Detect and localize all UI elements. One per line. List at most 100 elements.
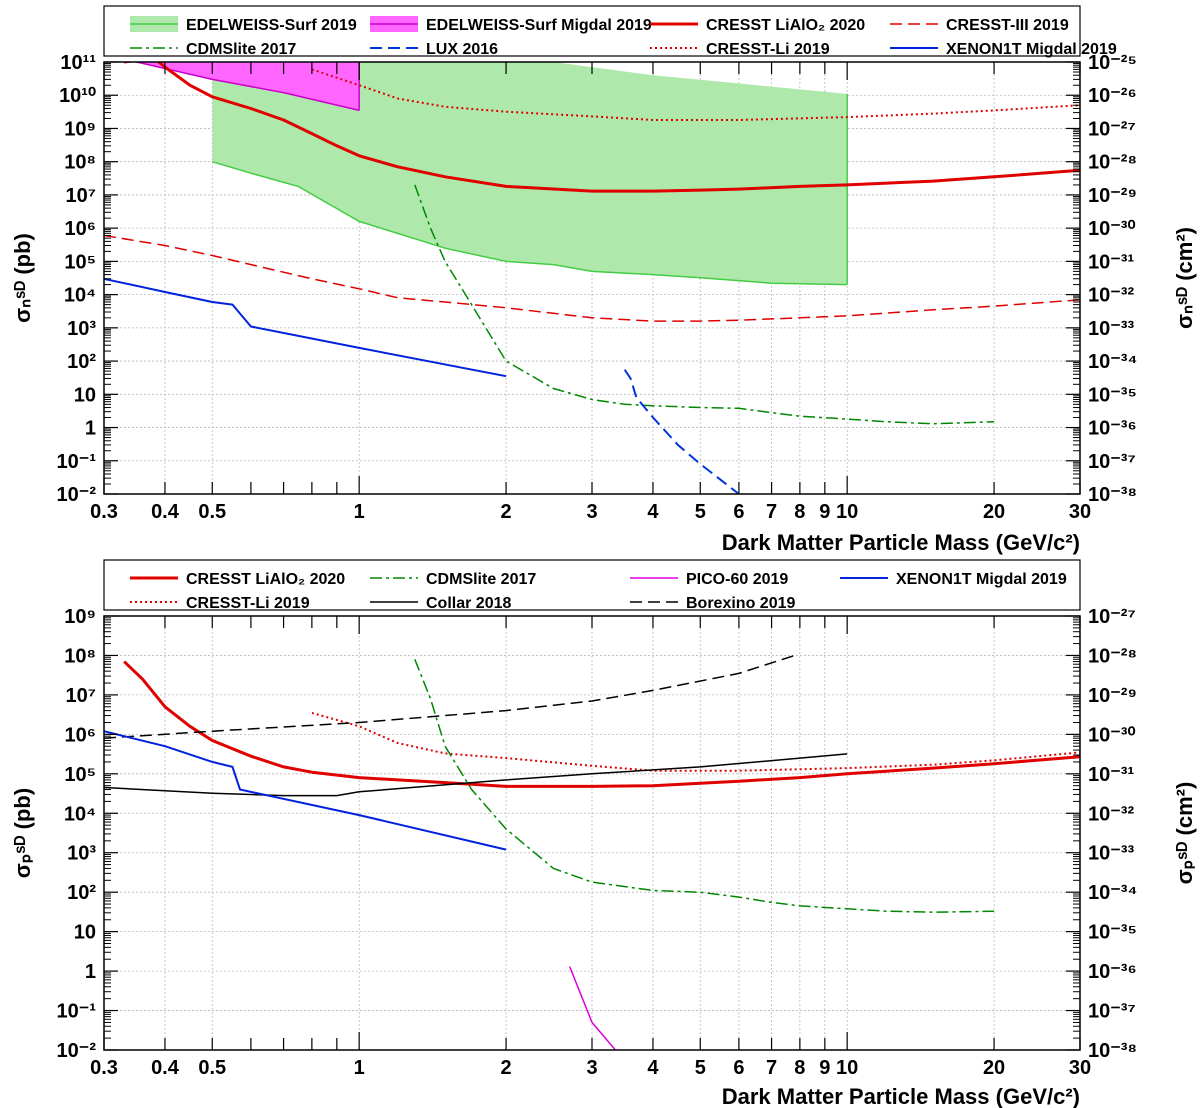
y-tick-label-right: 10⁻³² xyxy=(1088,803,1134,825)
x-axis-ticks xyxy=(103,62,1081,494)
y-axis-label-left: σₚˢᴰ (pb) xyxy=(10,788,35,878)
series-line-3 xyxy=(311,68,1080,121)
x-tick-label: 6 xyxy=(733,1057,744,1079)
legend-label: CRESST LiAlO₂ 2020 xyxy=(706,17,865,34)
x-tick-label: 5 xyxy=(695,501,706,523)
x-tick-label: 0.3 xyxy=(90,1057,118,1079)
y-tick-label-right: 10⁻³⁰ xyxy=(1088,218,1135,240)
gridlines xyxy=(103,615,1081,1051)
legend: EDELWEISS-Surf 2019 EDELWEISS-Surf Migdal… xyxy=(103,5,1117,58)
y-tick-label-left: 10⁷ xyxy=(66,685,97,707)
series-line-4 xyxy=(569,966,616,1050)
x-tick-label: 1 xyxy=(354,1057,365,1079)
x-axis-label: Dark Matter Particle Mass (GeV/c²) xyxy=(722,530,1080,555)
y-tick-label-right: 10⁻³³ xyxy=(1088,318,1134,340)
x-tick-label: 0.3 xyxy=(90,501,118,523)
x-tick-label: 0.5 xyxy=(198,1057,226,1079)
y-tick-label-left: 10⁴ xyxy=(64,803,96,825)
legend-entry: CDMSlite 2017 xyxy=(370,571,536,588)
x-tick-label: 6 xyxy=(733,501,744,523)
chart-panel-2: 10⁻² 10⁻¹ 1 10 10² 10³ 10⁴ 10⁵ 10⁶ 10⁷ 10⁸ 10⁹ 10⁻³⁸… xyxy=(10,559,1197,1108)
legend-entry: CRESST LiAlO₂ 2020 xyxy=(130,571,345,588)
y-tick-label-left: 10⁻¹ xyxy=(57,451,97,473)
x-tick-label: 1 xyxy=(354,501,365,523)
y-tick-label-right: 10⁻³⁶ xyxy=(1088,961,1137,983)
series-line-6 xyxy=(104,277,507,378)
legend-label: CRESST-Li 2019 xyxy=(186,595,310,612)
y-tick-label-left: 10⁶ xyxy=(65,218,96,240)
legend-entry: PICO-60 2019 xyxy=(630,571,788,588)
x-tick-label: 8 xyxy=(794,1057,805,1079)
x-tick-label: 20 xyxy=(983,501,1005,523)
x-tick-label: 9 xyxy=(819,501,830,523)
series-line-6 xyxy=(104,654,795,739)
legend-label: CRESST LiAlO₂ 2020 xyxy=(186,571,345,588)
x-tick-label: 3 xyxy=(586,501,597,523)
legend-label: Borexino 2019 xyxy=(686,595,795,612)
y-tick-label-left: 10⁵ xyxy=(64,251,96,273)
y-tick-label-left: 10⁻² xyxy=(57,1040,97,1062)
y-tick-label-right: 10⁻³⁵ xyxy=(1088,922,1137,944)
y-axis-ticks xyxy=(104,61,1080,495)
band-1 xyxy=(212,62,848,285)
series-line-3 xyxy=(414,659,995,913)
data-layer xyxy=(104,654,1080,1050)
y-tick-label-right: 10⁻²⁹ xyxy=(1088,185,1137,207)
y-axis-label-right: σₚˢᴰ (cm²) xyxy=(1172,782,1197,885)
legend-label: CDMSlite 2017 xyxy=(186,41,296,58)
y-tick-label-right: 10⁻³⁴ xyxy=(1088,882,1137,904)
legend-entry: Collar 2018 xyxy=(370,595,511,612)
legend-label: CRESST-III 2019 xyxy=(946,17,1069,34)
x-tick-label: 10 xyxy=(836,501,858,523)
x-axis-ticks xyxy=(103,616,1081,1050)
legend-entry: CDMSlite 2017 xyxy=(130,41,296,58)
y-tick-label-left: 10⁸ xyxy=(64,152,96,174)
legend-label: XENON1T Migdal 2019 xyxy=(896,571,1067,588)
series-line-4 xyxy=(414,184,995,425)
y-tick-label-left: 10 xyxy=(74,922,96,944)
x-tick-label: 10 xyxy=(836,1057,858,1079)
y-tick-label-right: 10⁻³⁴ xyxy=(1088,351,1137,373)
legend-label: LUX 2016 xyxy=(426,41,498,58)
x-tick-label: 5 xyxy=(695,1057,706,1079)
y-axis-ticks xyxy=(104,615,1080,1051)
legend-entry: XENON1T Migdal 2019 xyxy=(890,41,1117,58)
legend-entry: LUX 2016 xyxy=(370,41,498,58)
y-tick-label-right: 10⁻³³ xyxy=(1088,843,1134,865)
y-tick-label-left: 10² xyxy=(67,351,96,373)
y-tick-label-right: 10⁻³¹ xyxy=(1088,251,1134,273)
y-tick-label-left: 10¹¹ xyxy=(60,52,96,74)
y-tick-label-left: 10¹⁰ xyxy=(59,85,96,107)
legend-label: EDELWEISS-Surf 2019 xyxy=(186,17,357,34)
y-tick-label-left: 10⁵ xyxy=(64,764,96,786)
y-tick-label-right: 10⁻²⁸ xyxy=(1088,152,1137,174)
legend-entry: EDELWEISS-Surf 2019 xyxy=(130,16,357,34)
series-line-2 xyxy=(104,234,1080,322)
legend-entry: CRESST-Li 2019 xyxy=(650,41,830,58)
x-tick-label: 2 xyxy=(501,1057,512,1079)
data-layer xyxy=(104,62,1080,494)
y-tick-label-right: 10⁻³⁵ xyxy=(1088,384,1137,406)
x-tick-label: 0.4 xyxy=(151,1057,180,1079)
y-tick-label-left: 10⁻² xyxy=(57,484,97,506)
y-tick-label-right: 10⁻³⁸ xyxy=(1088,1040,1137,1062)
y-tick-label-right: 10⁻²⁶ xyxy=(1088,85,1137,107)
y-tick-label-left: 10⁻¹ xyxy=(57,1001,97,1023)
x-tick-label: 7 xyxy=(766,501,777,523)
y-tick-label-left: 10³ xyxy=(67,843,96,865)
legend-box xyxy=(103,559,1081,611)
y-tick-label-left: 10⁴ xyxy=(64,285,96,307)
legend: CRESST LiAlO₂ 2020 CDMSlite 2017 PICO-60 2… xyxy=(103,559,1081,612)
legend-entry: Borexino 2019 xyxy=(630,595,795,612)
y-tick-label-left: 10⁶ xyxy=(65,724,96,746)
series-line-7 xyxy=(104,730,507,851)
y-tick-label-right: 10⁻²⁵ xyxy=(1088,52,1137,74)
legend-entry: CRESST-III 2019 xyxy=(890,17,1069,34)
y-tick-label-right: 10⁻³⁷ xyxy=(1088,451,1136,473)
x-tick-label: 30 xyxy=(1069,501,1091,523)
y-tick-label-right: 10⁻³⁶ xyxy=(1088,418,1137,440)
x-tick-label: 9 xyxy=(819,1057,830,1079)
y-tick-label-left: 10⁹ xyxy=(64,118,96,140)
y-tick-label-right: 10⁻²⁷ xyxy=(1088,118,1136,140)
